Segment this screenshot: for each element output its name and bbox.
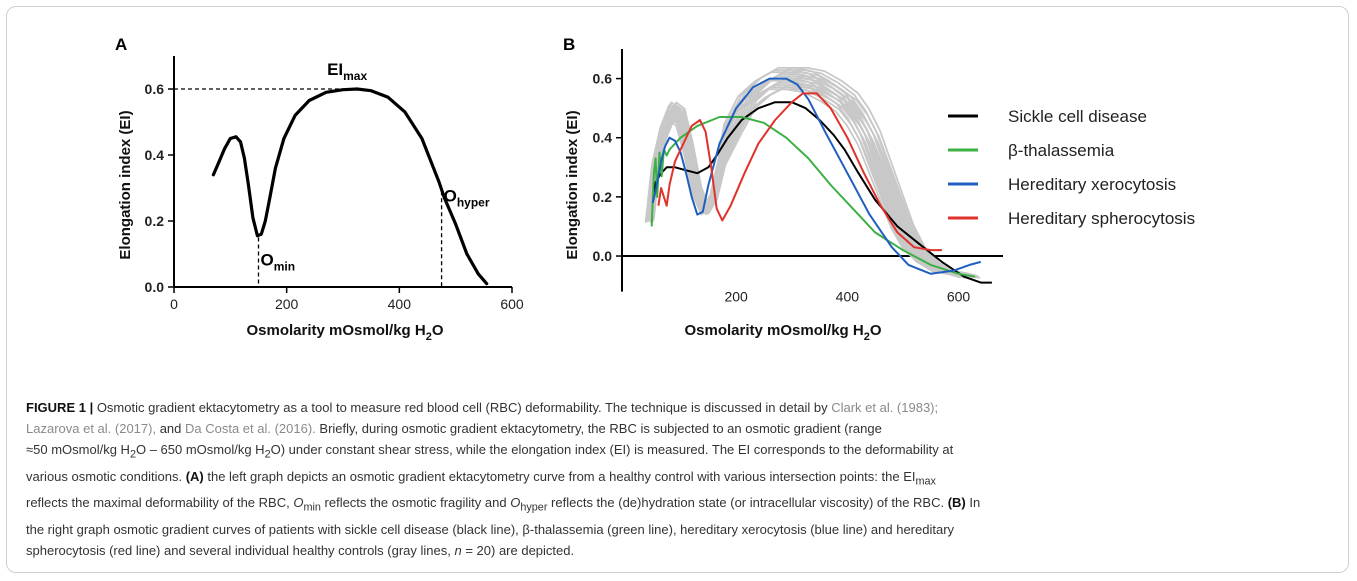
panel-a-x-tick-label: 400 — [388, 296, 412, 312]
healthy-control-line — [653, 67, 981, 279]
series-line — [651, 77, 982, 275]
panel-b-y-tick-label: 0.0 — [593, 248, 613, 264]
healthy-control-line — [651, 69, 977, 279]
caption-panel-b-ref: (B) — [947, 495, 966, 511]
caption-subscript: hyper — [520, 501, 548, 514]
legend-entry: Sickle cell disease — [1008, 107, 1147, 126]
legend-entry: Hereditary xerocytosis — [1008, 175, 1176, 194]
caption-text: O – 650 mOsmol/kg H — [135, 442, 265, 457]
caption-text: the left graph depicts an osmotic gradie… — [203, 468, 916, 484]
caption-italic: O — [510, 495, 521, 511]
caption-text: In — [965, 495, 981, 511]
caption-subscript: 2 — [129, 448, 136, 461]
panel-a-curve — [211, 87, 489, 286]
panel-a-y-tick-label: 0.0 — [145, 279, 165, 295]
ohyper-label: Ohyper — [444, 186, 490, 209]
panel-a-x-tick-label: 0 — [170, 296, 178, 312]
panel-a-letter: A — [115, 35, 127, 54]
panel-b-x-tick-label: 200 — [724, 289, 748, 305]
caption-subscript: max — [915, 475, 936, 488]
caption-text: the right graph osmotic gradient curves … — [26, 521, 955, 537]
series-line — [651, 101, 992, 284]
series-line — [650, 116, 976, 278]
caption-italic: n — [454, 542, 462, 558]
caption-subscript: min — [303, 501, 321, 514]
panel-b-y-tick-label: 0.4 — [593, 130, 613, 146]
panel-b-y-tick-label: 0.2 — [593, 189, 613, 205]
panel-a-y-tick-label: 0.6 — [145, 81, 165, 97]
caption-text: reflects the osmotic fragility and — [320, 495, 511, 511]
panel-a-ticks: 0 200 400 600 0.0 0.2 0.4 0.6 — [145, 56, 524, 312]
panel-a-ylabel: Elongation index (EI) — [117, 110, 134, 259]
healthy-control-line — [652, 75, 980, 278]
panel-b-x-tick-label: 400 — [836, 289, 860, 305]
figure-frame — [6, 6, 1349, 573]
caption-text: reflects the (de)hydration state (or int… — [547, 495, 948, 511]
reference-link[interactable]: Clark et al. (1983); — [831, 400, 939, 415]
figure-caption: FIGURE 1 | Osmotic gradient ektacytometr… — [26, 397, 1336, 561]
panel-a-xlabel: Osmolarity mOsmol/kg H2O — [246, 322, 443, 343]
caption-panel-a-ref: (A) — [185, 468, 204, 484]
figure-label: FIGURE 1 | — [26, 400, 94, 415]
panel-a-annotations: EImax Omin Ohyper — [174, 60, 490, 287]
caption-text: reflects the maximal deformability of th… — [26, 495, 294, 511]
legend-entry: β-thalassemia — [1008, 141, 1115, 160]
caption-text: Briefly, during osmotic gradient ektacyt… — [315, 421, 882, 436]
panel-a-y-tick-label: 0.2 — [145, 213, 165, 229]
series-line — [657, 92, 942, 252]
panel-a-series — [211, 87, 489, 286]
caption-text: Osmotic gradient ektacytometry as a tool… — [93, 400, 832, 415]
reference-link[interactable]: Da Costa et al. (2016). — [185, 421, 316, 436]
panel-a-x-tick-label: 600 — [500, 296, 524, 312]
omin-label: Omin — [261, 251, 296, 274]
caption-text: = 20) are depicted. — [461, 542, 575, 558]
panel-b-ylabel: Elongation index (EI) — [564, 110, 581, 259]
panel-b-legend: Sickle cell disease β-thalassemia Heredita… — [948, 107, 1195, 228]
healthy-control-line — [646, 86, 962, 277]
panel-b-letter: B — [563, 35, 575, 54]
healthy-control-line — [644, 88, 959, 277]
panel-b-ticks: 200 400 600 0.0 0.2 0.4 0.6 — [593, 49, 1003, 305]
caption-subscript: 2 — [264, 448, 271, 461]
caption-text: various osmotic conditions. — [26, 468, 186, 484]
caption-text: O) under constant shear stress, while th… — [270, 442, 954, 457]
panel-a-x-tick-label: 200 — [275, 296, 299, 312]
figure-charts: A 0 200 400 600 0.0 0.2 0.4 0.6 Elongation inde… — [115, 35, 1195, 343]
panel-a-y-tick-label: 0.4 — [145, 147, 165, 163]
panel-b-xlabel: Osmolarity mOsmol/kg H2O — [684, 322, 881, 343]
eimax-label: EImax — [327, 60, 367, 83]
panel-a: A 0 200 400 600 0.0 0.2 0.4 0.6 Elongation inde… — [115, 35, 524, 343]
caption-text: and — [156, 421, 185, 436]
panel-b-series — [650, 77, 992, 284]
legend-entry: Hereditary spherocytosis — [1008, 209, 1195, 228]
panel-b-y-tick-label: 0.6 — [593, 71, 613, 87]
reference-link[interactable]: Lazarova et al. (2017), — [26, 421, 157, 436]
panel-b-x-tick-label: 600 — [947, 289, 971, 305]
caption-text: spherocytosis (red line) and several ind… — [26, 542, 455, 558]
caption-italic: O — [293, 495, 304, 511]
panel-b: B 200 400 600 0.0 0.2 0.4 0.6 Elongation index… — [563, 35, 1195, 343]
caption-text: ≈50 mOsmol/kg H — [26, 442, 130, 457]
